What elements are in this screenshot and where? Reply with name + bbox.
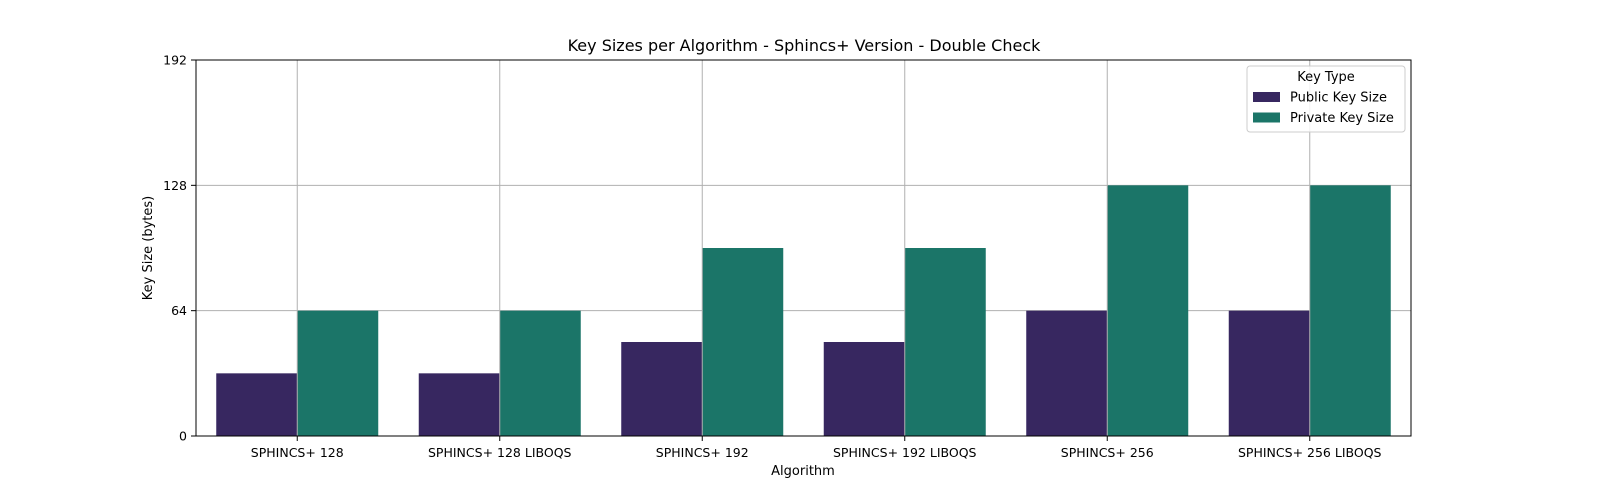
- bar-private-key: [297, 310, 379, 436]
- bar-private-key: [499, 310, 581, 436]
- legend-swatch: [1253, 112, 1280, 123]
- y-tick-label: 192: [163, 53, 187, 68]
- bar-public-key: [216, 373, 298, 436]
- legend-entry: Private Key Size: [1290, 111, 1394, 126]
- bar-public-key: [621, 342, 703, 436]
- bar-public-key: [823, 342, 905, 436]
- bar-private-key: [904, 248, 986, 436]
- bars-layer: [216, 60, 1391, 436]
- x-axis-label: Algorithm: [771, 464, 835, 479]
- y-tick-label: 128: [163, 178, 187, 193]
- chart-title: Key Sizes per Algorithm - Sphincs+ Versi…: [568, 36, 1042, 55]
- x-tick-label: SPHINCS+ 192: [656, 445, 749, 460]
- x-tick-label: SPHINCS+ 128: [251, 445, 344, 460]
- plot-frame: [195, 59, 1412, 437]
- x-tick-label: SPHINCS+ 128 LIBOQS: [428, 445, 572, 460]
- legend-items: Public Key Size Private Key Size: [1253, 91, 1394, 126]
- y-tick-label: 0: [179, 429, 187, 444]
- x-tick-label: SPHINCS+ 192 LIBOQS: [833, 445, 977, 460]
- legend: Key Type Public Key Size Private Key Size: [1246, 65, 1406, 133]
- legend-swatch: [1253, 92, 1280, 102]
- x-tick-label: SPHINCS+ 256: [1061, 445, 1154, 460]
- bar-public-key: [418, 373, 500, 436]
- legend-title: Key Type: [1297, 70, 1355, 85]
- y-axis-label: Key Size (bytes): [141, 196, 156, 300]
- bar-private-key: [1309, 185, 1391, 436]
- bar-private-key: [1107, 185, 1189, 436]
- x-tick-label: SPHINCS+ 256 LIBOQS: [1238, 445, 1382, 460]
- bar-public-key: [1026, 310, 1108, 436]
- legend-box: [1246, 65, 1406, 133]
- bar-private-key: [702, 248, 784, 436]
- ticks-layer: 0 64 128 192 SPHINCS+ 128 SPHINCS+ 128 LIBOQS…: [163, 53, 1381, 461]
- y-tick-label: 64: [171, 303, 187, 318]
- bar-public-key: [1228, 310, 1310, 436]
- legend-entry: Public Key Size: [1290, 91, 1387, 106]
